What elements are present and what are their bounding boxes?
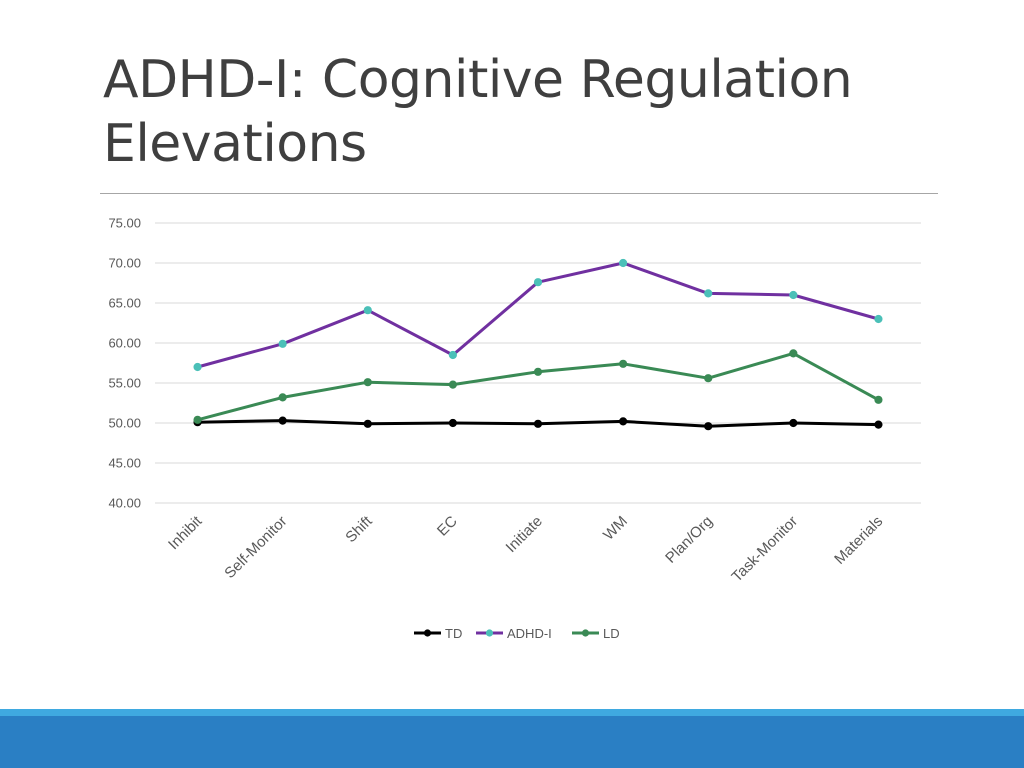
data-point — [789, 290, 798, 300]
data-point — [363, 419, 372, 428]
legend-item-adhd-i: ADHD-I — [476, 626, 552, 641]
y-tick-label: 45.00 — [108, 456, 141, 471]
chart-gridlines — [155, 222, 921, 504]
y-tick-label: 70.00 — [108, 256, 141, 271]
x-axis-category-labels: Inhibit Self-Monitor Shift EC Initiate WM Plan… — [165, 512, 886, 585]
data-point — [278, 393, 287, 402]
legend-label: LD — [603, 626, 620, 641]
data-point — [619, 417, 628, 426]
data-point — [533, 419, 543, 428]
data-point — [704, 374, 713, 383]
chart-series — [193, 258, 883, 431]
x-category-label: Shift — [342, 512, 376, 546]
slide-title: ADHD-I: Cognitive Regulation Elevations — [103, 48, 963, 176]
data-point — [619, 258, 628, 268]
x-category-label: Self-Monitor — [221, 513, 290, 582]
data-point — [789, 349, 798, 358]
series-ld — [193, 349, 883, 424]
series-td — [193, 416, 883, 431]
slide-title-line-2: Elevations — [103, 114, 367, 174]
y-tick-label: 60.00 — [108, 336, 141, 351]
slide-title-line-1: ADHD-I: Cognitive Regulation — [103, 50, 853, 110]
line-chart: 40.00 45.00 50.00 55.00 60.00 65.00 70.00 75.00… — [108, 216, 921, 641]
data-point — [193, 362, 202, 372]
legend-marker — [485, 629, 494, 637]
data-point — [363, 306, 372, 315]
y-axis-tick-labels: 40.00 45.00 50.00 55.00 60.00 65.00 70.00 75.00 — [108, 216, 141, 511]
x-category-label: Inhibit — [165, 512, 206, 553]
data-point — [533, 367, 543, 376]
series-adhd-i — [193, 258, 883, 372]
data-point — [874, 314, 883, 324]
x-category-label: Task-Monitor — [728, 513, 801, 586]
data-point — [448, 380, 457, 389]
y-tick-label: 40.00 — [108, 496, 141, 511]
data-point — [278, 416, 287, 425]
data-point — [704, 289, 713, 298]
legend-item-td: TD — [414, 626, 462, 641]
x-category-label: Plan/Org — [662, 513, 716, 567]
legend-item-ld: LD — [572, 626, 620, 641]
chart-legend: TD ADHD-I LD — [414, 626, 620, 641]
data-point — [704, 422, 713, 431]
x-category-label: Materials — [831, 513, 886, 568]
x-category-label: Initiate — [503, 513, 546, 556]
x-category-label: WM — [600, 513, 631, 544]
data-point — [363, 378, 372, 387]
footer-accent-band — [0, 709, 1024, 716]
y-tick-label: 50.00 — [108, 416, 141, 431]
data-point — [874, 420, 883, 429]
footer-band — [0, 716, 1024, 768]
data-point — [533, 278, 543, 287]
legend-label: TD — [445, 626, 462, 641]
legend-marker — [581, 629, 590, 637]
data-point — [619, 359, 628, 368]
data-point — [448, 350, 457, 360]
data-point — [874, 395, 883, 404]
y-tick-label: 75.00 — [108, 216, 141, 231]
data-point — [193, 415, 202, 424]
series-line — [197, 351, 880, 422]
title-divider — [100, 193, 938, 194]
y-tick-label: 55.00 — [108, 376, 141, 391]
legend-marker — [423, 629, 432, 637]
data-point — [278, 339, 287, 348]
data-point — [789, 418, 798, 428]
y-tick-label: 65.00 — [108, 296, 141, 311]
x-category-label: EC — [434, 513, 461, 540]
legend-label: ADHD-I — [507, 626, 552, 641]
data-point — [448, 418, 457, 428]
